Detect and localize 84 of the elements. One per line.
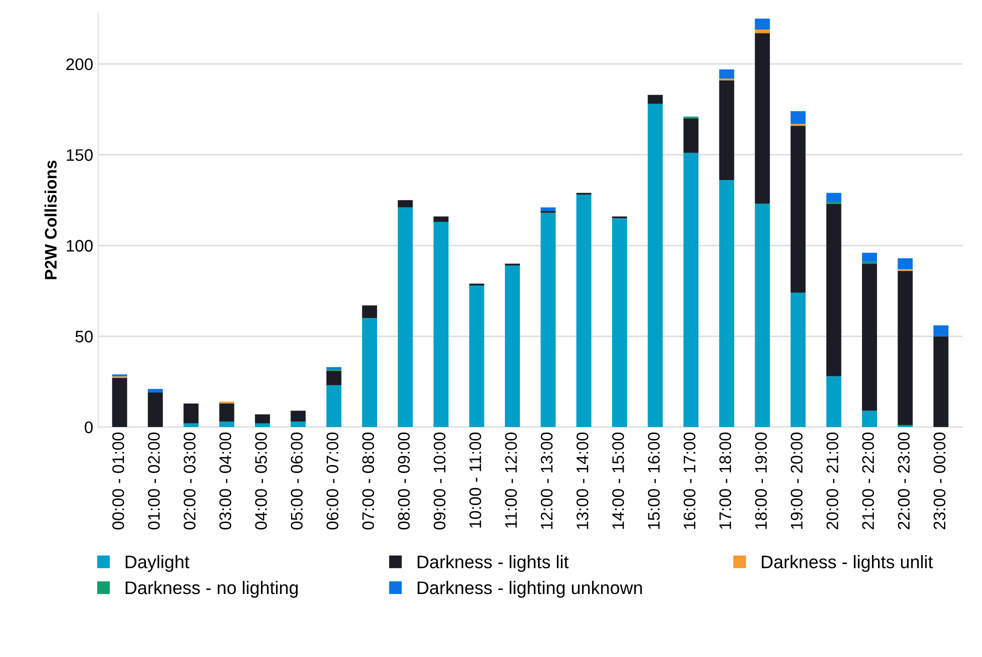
bar xyxy=(719,69,734,78)
x-tick-label: 19:00 - 20:00 xyxy=(790,432,803,529)
bar xyxy=(719,80,734,180)
x-tick-label: 01:00 - 02:00 xyxy=(148,432,160,530)
bar xyxy=(112,378,128,428)
x-tick-label: 16:00 - 17:00 xyxy=(684,432,696,529)
bar xyxy=(362,305,378,318)
bar xyxy=(683,152,698,428)
bar xyxy=(362,318,378,428)
bar xyxy=(648,94,663,104)
bar xyxy=(326,370,342,386)
bar xyxy=(434,216,449,222)
x-tick-label: 15:00 - 16:00 xyxy=(648,432,660,529)
x-tick-label: 07:00 - 08:00 xyxy=(362,432,374,530)
bar xyxy=(148,392,163,428)
bar xyxy=(683,118,698,153)
bar xyxy=(254,423,270,428)
bar xyxy=(826,376,842,428)
x-tick-label: 11:00 - 12:00 xyxy=(505,432,517,528)
bar xyxy=(790,292,806,428)
x-tick-label: 05:00 - 06:00 xyxy=(290,432,303,530)
x-tick-label: 04:00 - 05:00 xyxy=(255,432,267,530)
x-tick-label: 02:00 - 03:00 xyxy=(184,432,196,530)
bar xyxy=(898,258,913,270)
x-tick-label: 22:00 - 23:00 xyxy=(898,432,910,530)
y-axis-title: P2W Collisions xyxy=(44,160,57,280)
bar xyxy=(290,422,306,428)
legend-label: Darkness - no lighting xyxy=(126,580,298,598)
x-tick-label: 10:00 - 11:00 xyxy=(469,432,482,528)
bar xyxy=(398,207,413,428)
bar xyxy=(612,218,628,428)
x-tick-label: 14:00 - 15:00 xyxy=(612,432,624,529)
legend-label: Darkness - lights unlit xyxy=(762,555,933,572)
bar xyxy=(434,222,449,428)
x-tick-label: 13:00 - 14:00 xyxy=(576,432,588,529)
bar xyxy=(184,423,199,428)
x-tick-label: 00:00 - 01:00 xyxy=(112,432,124,530)
bar xyxy=(219,422,234,428)
legend-label: Daylight xyxy=(126,555,190,572)
bar xyxy=(898,270,913,426)
x-tick-label: 12:00 - 13:00 xyxy=(540,432,553,529)
x-tick-label: 18:00 - 19:00 xyxy=(755,432,767,529)
bar xyxy=(504,265,520,428)
bar xyxy=(754,29,770,34)
y-tick-label: 100 xyxy=(66,240,93,252)
bar xyxy=(254,414,270,424)
bar xyxy=(540,207,556,212)
x-tick-label: 23:00 - 00:00 xyxy=(934,432,946,530)
bar xyxy=(576,194,592,428)
x-tick-label: 09:00 - 10:00 xyxy=(434,432,446,530)
bar xyxy=(790,111,806,124)
bar xyxy=(148,388,163,393)
bar xyxy=(219,403,234,422)
bar xyxy=(754,18,770,30)
bar xyxy=(826,192,842,202)
bar xyxy=(469,285,484,428)
bar xyxy=(754,204,770,428)
bar xyxy=(648,104,663,428)
bar xyxy=(290,410,306,422)
x-tick-label: 06:00 - 07:00 xyxy=(326,432,338,530)
bar xyxy=(862,252,878,262)
legend-label: Darkness - lighting unknown xyxy=(418,580,642,598)
y-tick-label: 150 xyxy=(66,149,93,161)
x-tick-label: 20:00 - 21:00 xyxy=(826,432,838,530)
x-tick-label: 08:00 - 09:00 xyxy=(398,432,410,530)
bar xyxy=(540,212,556,428)
bar xyxy=(754,33,770,204)
legend-label: Darkness - lights lit xyxy=(418,555,569,572)
bar xyxy=(398,200,413,208)
bar xyxy=(184,403,199,424)
bar xyxy=(862,264,878,411)
bar xyxy=(862,410,878,428)
bar xyxy=(933,336,948,428)
y-tick-label: 200 xyxy=(66,58,93,70)
x-tick-label: 17:00 - 18:00 xyxy=(719,432,732,529)
bar xyxy=(719,180,734,428)
bar xyxy=(933,325,948,336)
y-tick-label: 0 xyxy=(84,421,93,434)
y-tick-label: 50 xyxy=(75,330,93,342)
x-tick-label: 03:00 - 04:00 xyxy=(219,432,232,530)
bar xyxy=(826,204,842,376)
bar xyxy=(326,385,342,428)
x-tick-label: 21:00 - 22:00 xyxy=(862,432,874,530)
bar xyxy=(790,126,806,293)
